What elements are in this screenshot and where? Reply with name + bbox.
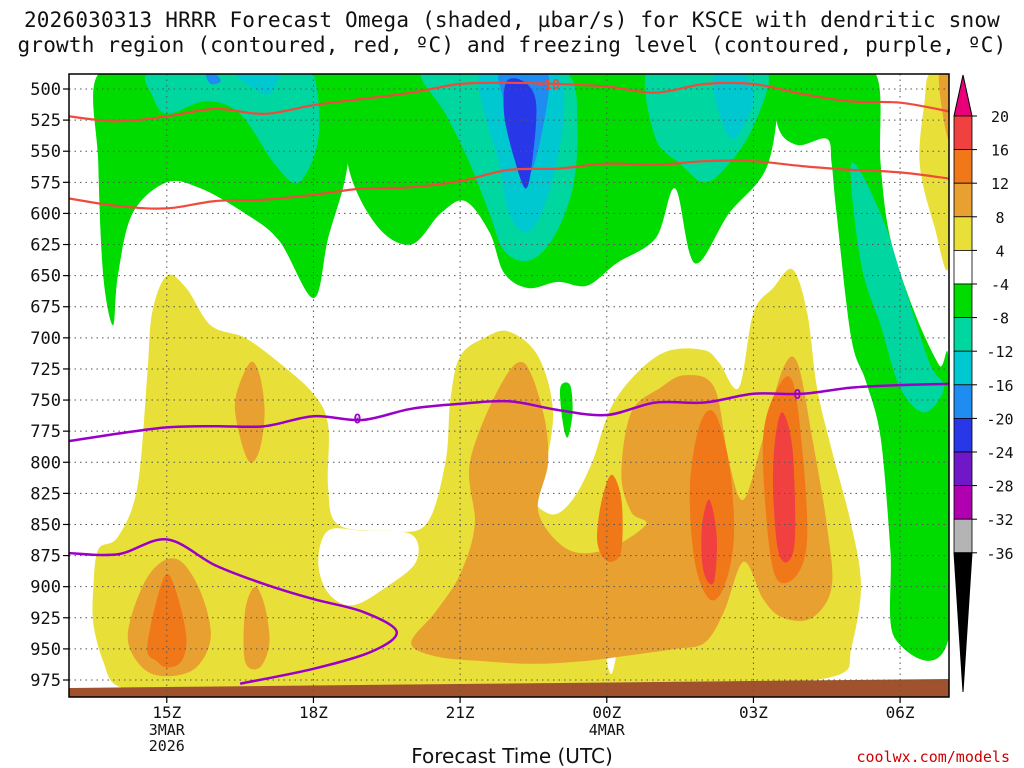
x-year-label-15Z: 2026 (149, 737, 185, 755)
shade-red-1 (701, 499, 718, 585)
shade-green-bump (559, 382, 573, 438)
chart-title-line2: growth region (contoured, red, ºC) and f… (17, 33, 1007, 57)
colorbar: 20 16 12 8 4 -4 -8 -12 -16 -20 -24 -28 -32 -36 (953, 74, 1014, 693)
colorbar-label-7: -12 (986, 343, 1013, 361)
x-tick-label-18Z: 18Z (299, 703, 328, 722)
colorbar-label-12: -32 (986, 511, 1013, 529)
shade-orange-dark-1 (147, 574, 187, 668)
colorbar-swatch-5 (953, 283, 973, 318)
grid-lines (69, 74, 949, 697)
colorbar-label-3: 8 (995, 209, 1004, 227)
x-axis-title: Forecast Time (UTC) (411, 744, 613, 768)
x-tick-label-03Z: 03Z (739, 703, 768, 722)
dgz-upper-contour (69, 81, 949, 123)
contour-lines: -18 0 0 (69, 78, 949, 685)
omega-shading (92, 74, 949, 696)
freezing-contour-label-2: 0 (794, 388, 802, 403)
x-date-label-00Z: 4MAR (589, 721, 626, 739)
y-tick-label-950: 950 (30, 640, 61, 660)
colorbar-swatch-10 (953, 451, 973, 486)
colorbar-swatch-2 (953, 182, 973, 218)
shade-orange-dark-2 (597, 474, 623, 562)
freezing-level-contour (69, 382, 949, 443)
y-tick-label-575: 575 (30, 173, 61, 193)
shade-cyan-right (712, 74, 754, 139)
y-tick-label-675: 675 (30, 298, 61, 318)
shade-upper-green-right (773, 74, 949, 661)
plot-frame (68, 73, 950, 698)
x-tick-label-21Z: 21Z (446, 703, 475, 722)
colorbar-bottom-arrow (953, 552, 973, 693)
shade-orange-dark-3 (689, 410, 735, 601)
credit-text[interactable]: coolwx.com/models (856, 748, 1010, 766)
colorbar-label-11: -28 (986, 478, 1013, 496)
y-tick-label-925: 925 (30, 609, 61, 629)
shade-orange-left-2 (234, 361, 265, 463)
shade-orange-right-top (938, 74, 949, 140)
colorbar-swatch-11 (953, 485, 973, 520)
chart-title-line1: 2026030313 HRRR Forecast Omega (shaded, … (23, 8, 1001, 32)
y-tick-label-750: 750 (30, 391, 61, 411)
x-date-label-15Z: 3MAR (149, 721, 186, 739)
freezing-level-lower-contour (69, 538, 398, 685)
colorbar-swatch-8 (953, 384, 973, 419)
y-tick-label-625: 625 (30, 236, 61, 256)
shade-darkblue-center (503, 78, 537, 189)
colorbar-label-8: -16 (986, 377, 1013, 395)
colorbar-swatch-7 (953, 350, 973, 386)
y-tick-label-975: 975 (30, 671, 61, 691)
shade-orange-mid (411, 356, 833, 664)
colorbar-label-5: -4 (991, 276, 1009, 294)
colorbar-label-4: 4 (995, 242, 1004, 260)
y-tick-label-650: 650 (30, 267, 61, 287)
colorbar-label-0: 20 (991, 108, 1009, 126)
colorbar-label-2: 12 (991, 175, 1009, 193)
y-tick-label-900: 900 (30, 578, 61, 598)
shade-blue-topleft (205, 74, 221, 85)
ground-layer (69, 679, 949, 697)
y-tick-label-875: 875 (30, 547, 61, 567)
colorbar-swatch-0 (953, 115, 973, 150)
y-tick-label-500: 500 (30, 80, 61, 100)
dgz-contour-label: -18 (536, 78, 560, 93)
freezing-contour-label-1: 0 (354, 413, 362, 428)
y-tick-label-550: 550 (30, 142, 61, 162)
y-axis: 500 525 550 575 600 625 650 675 700 725 750 775 800 8… (30, 80, 69, 691)
y-tick-label-725: 725 (30, 360, 61, 380)
y-tick-label-850: 850 (30, 515, 61, 535)
shade-white-hole-1 (318, 528, 419, 606)
colorbar-label-10: -24 (986, 444, 1013, 462)
colorbar-swatch-9 (953, 417, 973, 453)
y-tick-label-800: 800 (30, 453, 61, 473)
shade-teal-band (144, 74, 320, 184)
shade-orange-left-3 (243, 586, 270, 670)
colorbar-label-6: -8 (991, 310, 1009, 328)
shade-teal-far-right (850, 162, 945, 413)
dgz-lower-contour (69, 159, 949, 210)
y-tick-label-600: 600 (30, 204, 61, 224)
colorbar-top-arrow (953, 74, 973, 117)
x-tick-label-06Z: 06Z (886, 703, 915, 722)
y-tick-label-825: 825 (30, 484, 61, 504)
x-tick-label-15Z: 15Z (152, 703, 181, 722)
colorbar-swatch-4 (953, 249, 973, 285)
colorbar-label-1: 16 (991, 142, 1009, 160)
colorbar-label-9: -20 (986, 410, 1013, 428)
colorbar-swatch-12 (953, 518, 973, 554)
ground-terrain (69, 679, 949, 697)
colorbar-swatch-1 (953, 149, 973, 184)
colorbar-swatch-3 (953, 216, 973, 251)
y-tick-label-700: 700 (30, 329, 61, 349)
colorbar-swatch-6 (953, 317, 973, 352)
y-tick-label-525: 525 (30, 111, 61, 131)
x-tick-label-00Z: 00Z (592, 703, 621, 722)
shade-yellow-right-top (919, 74, 949, 271)
y-tick-label-775: 775 (30, 422, 61, 442)
colorbar-label-13: -36 (986, 545, 1013, 563)
shade-cyan-top-left (235, 74, 280, 95)
